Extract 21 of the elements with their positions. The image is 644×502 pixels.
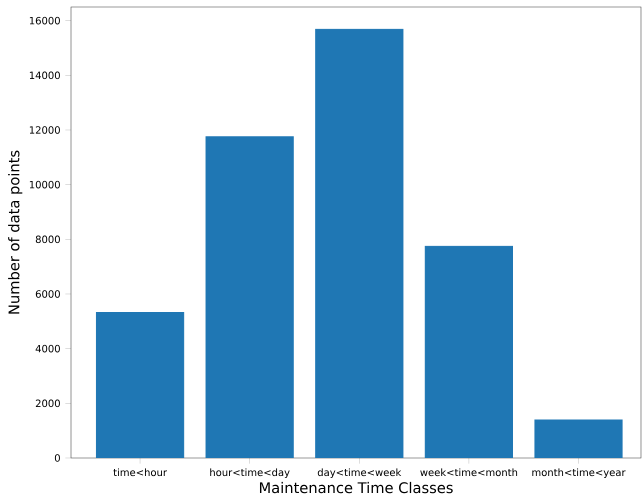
y-tick-label: 14000 (30, 72, 60, 80)
y-tick-label: 0 (54, 454, 60, 462)
y-tick-label: 16000 (30, 16, 60, 24)
y-tick-label: 4000 (36, 344, 60, 352)
bar (96, 312, 184, 458)
bar (206, 136, 294, 458)
y-tick-label: 6000 (36, 290, 60, 298)
bar (315, 28, 404, 458)
y-tick-label: 8000 (36, 236, 60, 244)
x-tick-label: month<time<year (532, 468, 626, 478)
x-tick-label: week<time<month (420, 468, 518, 476)
bar (424, 246, 514, 458)
x-tick-label: hour<time<day (210, 468, 290, 478)
y-axis-title: Number of data points (8, 150, 22, 314)
y-tick-label: 10000 (30, 180, 60, 188)
x-axis-title: Maintenance Time Classes (260, 482, 453, 494)
y-tick-label: 2000 (36, 400, 60, 408)
x-tick-label: time<hour (113, 468, 168, 476)
bar (534, 419, 623, 458)
x-tick-label: day<time<week (318, 468, 402, 478)
y-tick-label: 12000 (30, 126, 60, 134)
